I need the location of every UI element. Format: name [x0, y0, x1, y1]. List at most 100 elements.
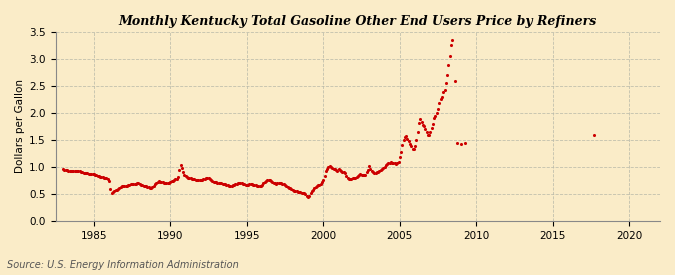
- Point: [302, 194, 313, 198]
- Point: [93, 174, 104, 178]
- Point: [355, 172, 366, 176]
- Point: [252, 184, 263, 188]
- Point: [103, 177, 113, 181]
- Point: [348, 176, 359, 181]
- Point: [222, 183, 233, 188]
- Point: [362, 167, 373, 172]
- Point: [269, 181, 280, 185]
- Point: [281, 184, 292, 188]
- Point: [311, 184, 322, 188]
- Point: [258, 181, 269, 185]
- Point: [348, 176, 358, 181]
- Point: [388, 161, 399, 165]
- Point: [391, 162, 402, 166]
- Point: [361, 170, 372, 175]
- Point: [415, 117, 426, 122]
- Point: [185, 176, 196, 181]
- Point: [411, 138, 422, 142]
- Point: [120, 184, 131, 188]
- Point: [284, 185, 294, 190]
- Point: [253, 184, 264, 189]
- Point: [322, 166, 333, 171]
- Point: [90, 172, 101, 177]
- Point: [305, 191, 316, 195]
- Point: [290, 189, 301, 194]
- Point: [59, 167, 70, 172]
- Point: [132, 181, 142, 185]
- Point: [299, 191, 310, 196]
- Point: [292, 190, 303, 194]
- Point: [328, 166, 339, 171]
- Point: [95, 175, 105, 179]
- Point: [456, 142, 466, 146]
- Point: [359, 173, 370, 177]
- Point: [286, 186, 297, 191]
- Point: [428, 122, 439, 126]
- Point: [126, 182, 136, 186]
- Point: [384, 161, 395, 165]
- Point: [77, 170, 88, 175]
- Point: [337, 170, 348, 174]
- Point: [96, 175, 107, 179]
- Point: [410, 144, 421, 149]
- Point: [443, 63, 454, 68]
- Point: [78, 171, 89, 175]
- Point: [452, 141, 462, 145]
- Point: [375, 168, 386, 172]
- Point: [433, 106, 443, 111]
- Point: [151, 181, 161, 185]
- Point: [425, 130, 436, 134]
- Point: [223, 184, 234, 188]
- Point: [444, 54, 455, 59]
- Point: [332, 169, 343, 173]
- Point: [342, 176, 353, 180]
- Point: [338, 170, 349, 175]
- Point: [256, 183, 267, 188]
- Point: [398, 138, 409, 142]
- Point: [306, 189, 317, 193]
- Point: [171, 177, 182, 181]
- Point: [167, 178, 178, 183]
- Point: [64, 169, 75, 173]
- Point: [371, 171, 381, 175]
- Point: [209, 180, 220, 184]
- Point: [304, 193, 315, 198]
- Point: [213, 181, 224, 185]
- Point: [244, 182, 254, 186]
- Point: [196, 178, 207, 182]
- Point: [380, 163, 391, 167]
- Point: [394, 155, 405, 160]
- Point: [341, 174, 352, 178]
- Point: [308, 188, 319, 192]
- Point: [162, 181, 173, 185]
- Point: [136, 183, 146, 187]
- Point: [323, 165, 333, 169]
- Point: [225, 184, 236, 188]
- Point: [325, 164, 335, 168]
- Point: [407, 147, 418, 151]
- Point: [354, 173, 364, 177]
- Point: [146, 185, 157, 190]
- Point: [249, 183, 260, 188]
- Point: [400, 135, 410, 139]
- Point: [265, 179, 276, 183]
- Point: [345, 177, 356, 181]
- Point: [239, 182, 250, 186]
- Point: [371, 170, 382, 175]
- Point: [261, 178, 271, 183]
- Point: [138, 184, 149, 188]
- Point: [302, 194, 313, 199]
- Point: [127, 182, 138, 186]
- Point: [194, 178, 205, 182]
- Point: [91, 173, 102, 177]
- Point: [438, 90, 449, 95]
- Point: [275, 181, 286, 185]
- Point: [159, 181, 169, 185]
- Point: [352, 174, 363, 178]
- Point: [72, 169, 82, 173]
- Point: [248, 183, 259, 187]
- Point: [435, 97, 446, 102]
- Point: [429, 116, 439, 120]
- Point: [378, 166, 389, 170]
- Point: [351, 175, 362, 180]
